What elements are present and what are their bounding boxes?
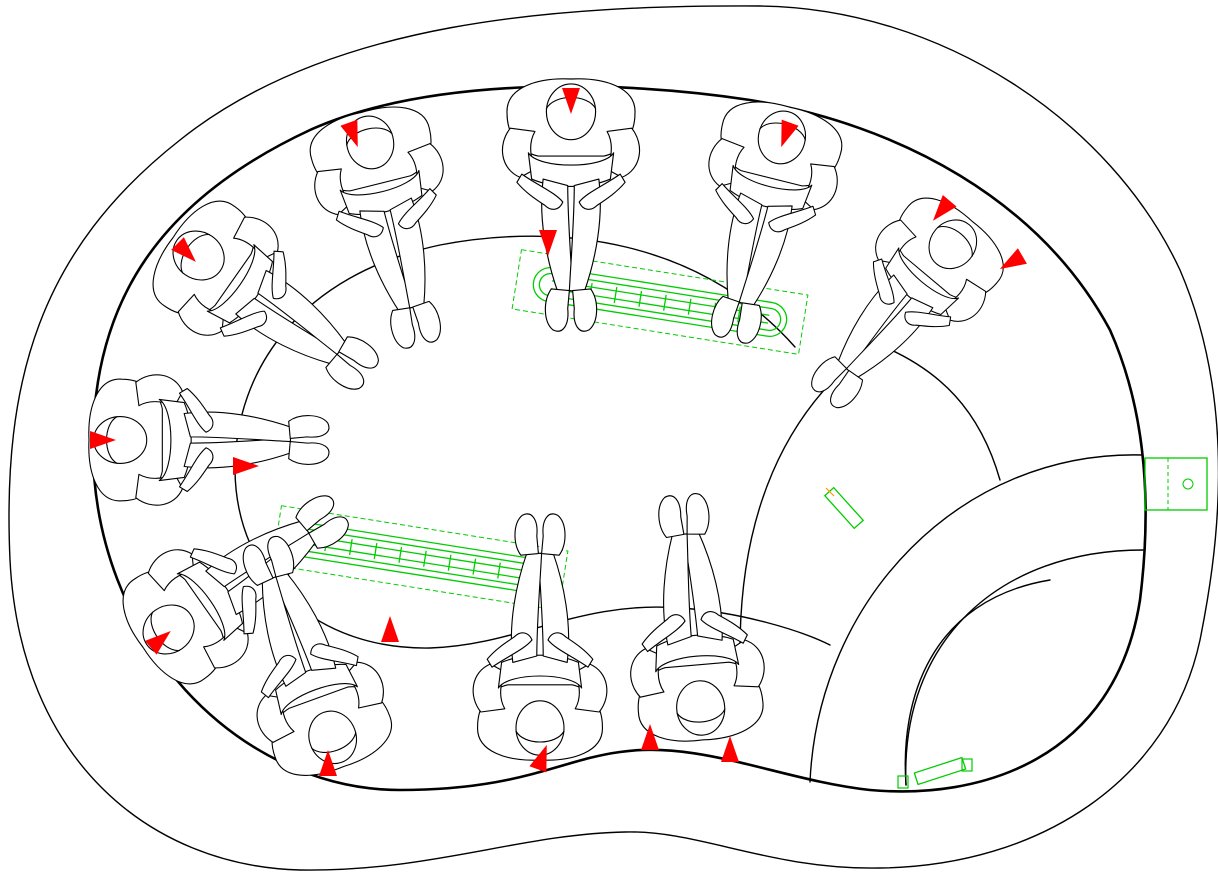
seat-marker-5 (933, 195, 957, 221)
seat-marker-6 (999, 248, 1027, 269)
seat-marker-2 (781, 119, 799, 148)
lounge-arc-3 (904, 579, 1051, 786)
outer-shell-outline (8, 5, 1218, 871)
seated-figure-2 (708, 101, 843, 344)
seat-marker-7 (171, 237, 196, 262)
seated-figure-6 (88, 374, 330, 506)
seated-figure-4 (811, 197, 1004, 409)
seat-marker-8 (90, 431, 116, 449)
seated-figure-9 (472, 513, 608, 761)
seat-marker-10 (145, 631, 171, 655)
seat-marker-11 (381, 616, 399, 642)
seated-figure-8 (242, 535, 392, 776)
seat-marker-12 (319, 750, 337, 776)
side-control (823, 486, 865, 530)
seated-figure-3 (309, 106, 444, 349)
seat-marker-1 (562, 88, 580, 114)
seated-figure-10 (630, 493, 765, 742)
seat-marker-13 (529, 744, 547, 773)
seat-markers (90, 88, 1027, 776)
seated-figures (88, 78, 1004, 776)
drain-fitting (897, 756, 973, 789)
seated-figure-1 (501, 78, 641, 332)
seat-marker-9 (233, 457, 259, 475)
lounge-arc-1 (809, 454, 1144, 783)
filter-housing (1144, 457, 1208, 511)
seat-marker-3 (340, 119, 358, 148)
seat-marker-15 (721, 736, 739, 762)
seat-marker-14 (641, 724, 659, 750)
seat-marker-4 (539, 230, 557, 256)
lounge-step-mid (879, 344, 1001, 481)
